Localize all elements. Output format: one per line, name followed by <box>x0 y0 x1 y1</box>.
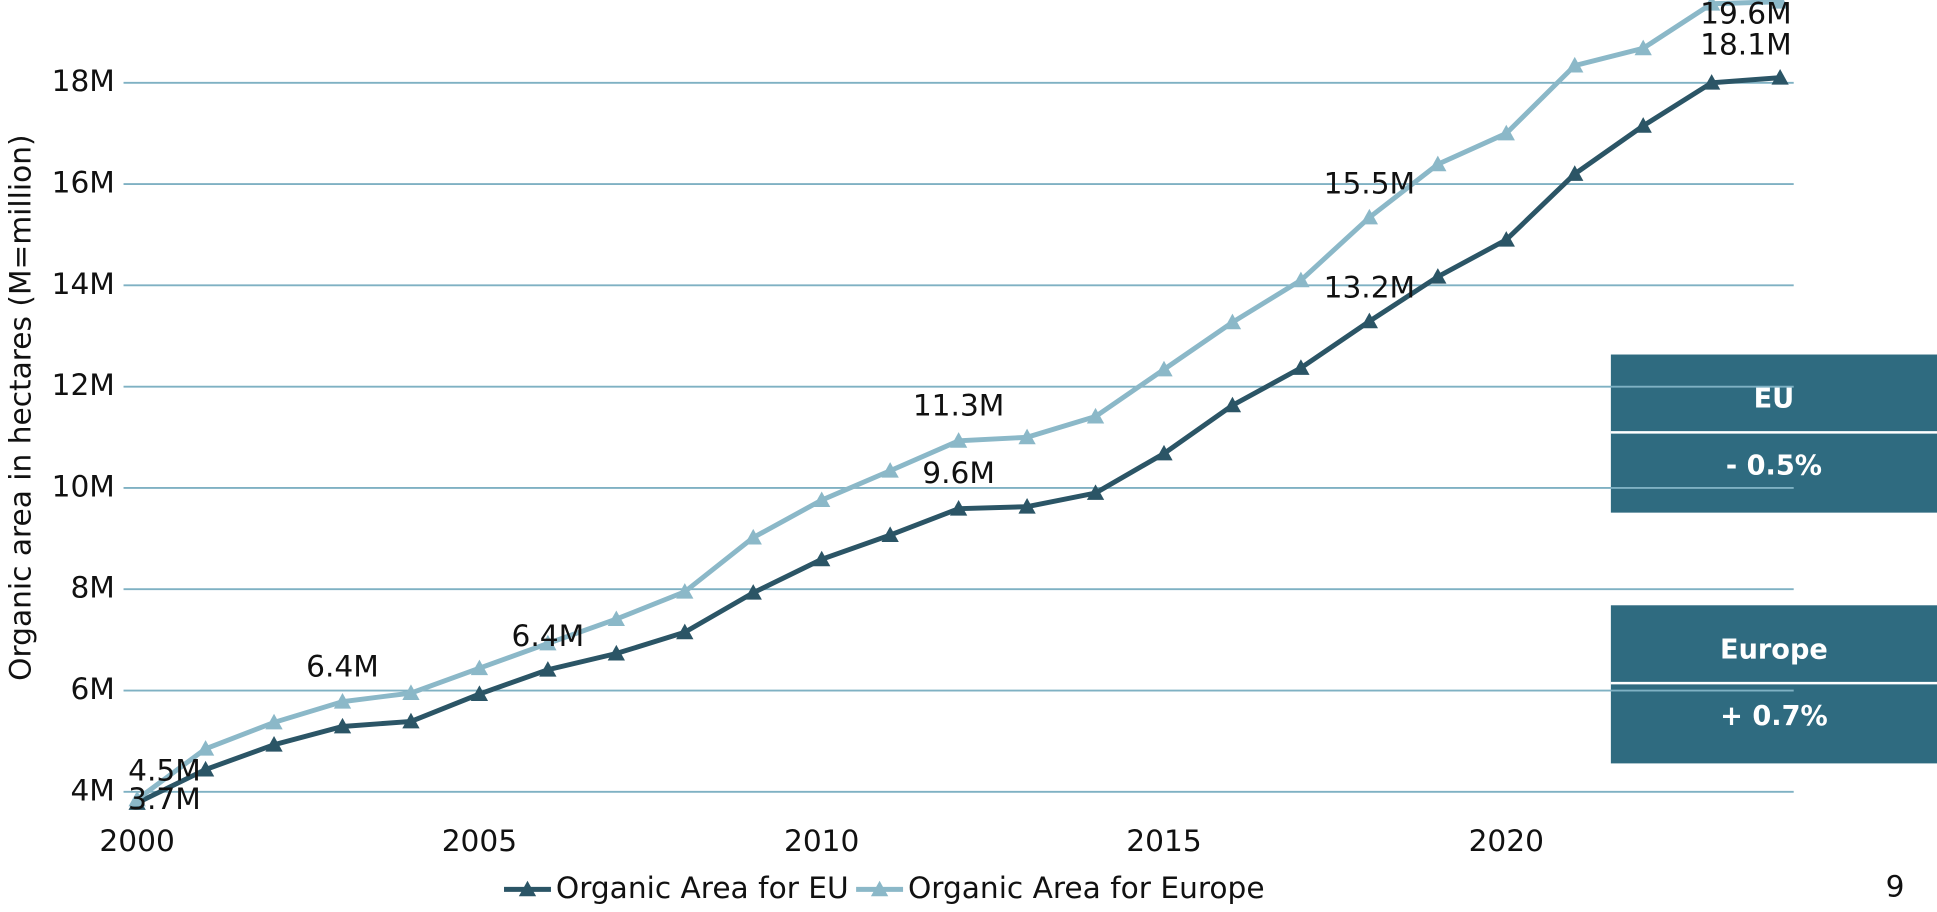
y-tick-label: 16M <box>52 165 115 200</box>
point-marker <box>1497 124 1515 141</box>
point-marker <box>1429 155 1447 172</box>
point-marker <box>265 736 283 752</box>
point-marker <box>1360 312 1379 329</box>
point-marker <box>1292 359 1310 375</box>
x-tick-label: 2005 <box>442 823 517 858</box>
point-marker <box>1360 208 1379 225</box>
point-marker <box>1155 444 1173 461</box>
point-marker <box>744 528 762 545</box>
point-marker <box>676 623 694 640</box>
point-marker <box>744 584 762 600</box>
box-title: Europe <box>1720 634 1828 665</box>
point-marker <box>333 693 352 709</box>
point-marker <box>881 462 899 478</box>
point-marker <box>813 550 831 567</box>
point-marker <box>1018 498 1036 514</box>
y-tick-label: 18M <box>52 63 115 98</box>
point-marker <box>1634 39 1652 56</box>
legend-label: Organic Area for EU <box>556 870 849 905</box>
box-value: + 0.7% <box>1720 701 1828 732</box>
point-marker <box>949 432 968 448</box>
box-title: EU <box>1754 384 1795 415</box>
box-eu: EU - 0.5% <box>1610 354 1937 513</box>
annotation: 9.6M <box>922 455 995 490</box>
point-marker <box>539 634 557 651</box>
x-tick-label: 2010 <box>784 823 859 858</box>
point-marker <box>607 610 625 627</box>
point-marker <box>1703 0 1721 11</box>
point-marker <box>1771 69 1789 85</box>
point-marker <box>1634 117 1652 133</box>
annotation: 6.4M <box>306 649 379 684</box>
annotation: 6.4M <box>512 618 585 653</box>
x-tick-label: 2020 <box>1469 823 1544 858</box>
point-marker <box>1086 484 1105 500</box>
annotation: 19.6M <box>1700 0 1792 30</box>
point-marker <box>676 583 694 599</box>
point-marker <box>196 740 215 756</box>
point-marker <box>1497 231 1515 247</box>
point-marker <box>1566 165 1584 181</box>
annotation: 18.1M <box>1700 26 1792 61</box>
point-marker <box>1292 271 1310 288</box>
series <box>128 0 1789 807</box>
page-number: 9 <box>1886 869 1905 904</box>
point-marker <box>1086 407 1105 424</box>
point-marker <box>539 661 557 677</box>
point-marker <box>265 713 283 730</box>
x-tick-label: 2015 <box>1126 823 1201 858</box>
point-marker <box>1771 0 1789 9</box>
point-marker <box>402 684 420 700</box>
point-marker <box>1018 428 1036 445</box>
point-marker <box>470 659 489 676</box>
point-marker <box>813 491 831 508</box>
annotation: 4.5M <box>128 753 201 788</box>
annotation: 11.3M <box>913 387 1005 422</box>
annotation: 15.5M <box>1324 166 1416 201</box>
x-tick-label: 2000 <box>99 823 174 858</box>
annotation: 3.7M <box>128 781 201 816</box>
y-tick-label: 12M <box>52 367 115 402</box>
annotation: 13.2M <box>1324 269 1416 304</box>
y-tick-label: 8M <box>70 570 114 605</box>
legend-marker <box>518 880 537 897</box>
box-value: - 0.5% <box>1726 450 1822 481</box>
box-europe: Europe + 0.7% <box>1610 605 1937 764</box>
y-axis-label: Organic area in hectares (M=million) <box>3 134 38 680</box>
point-marker <box>333 717 352 734</box>
point-marker <box>607 644 625 661</box>
legend-label: Organic Area for Europe <box>908 870 1265 905</box>
y-tick-label: 6M <box>70 671 114 706</box>
point-marker <box>470 685 489 701</box>
y-tick-label: 4M <box>70 772 114 807</box>
point-marker <box>1223 313 1242 330</box>
point-marker <box>128 790 146 807</box>
y-tick-label: 14M <box>52 266 115 301</box>
point-marker <box>1223 396 1242 413</box>
y-tick-label: 10M <box>52 468 115 503</box>
point-marker <box>1155 360 1173 377</box>
legend: Organic Area for EU Organic Area for Euro… <box>504 870 1265 905</box>
point-marker <box>881 526 899 542</box>
point-marker <box>402 712 420 729</box>
point-marker <box>196 760 215 777</box>
point-marker <box>1566 56 1584 73</box>
point-marker <box>1429 268 1447 284</box>
point-marker <box>949 500 968 516</box>
legend-marker <box>870 880 889 897</box>
point-marker <box>1703 74 1721 90</box>
